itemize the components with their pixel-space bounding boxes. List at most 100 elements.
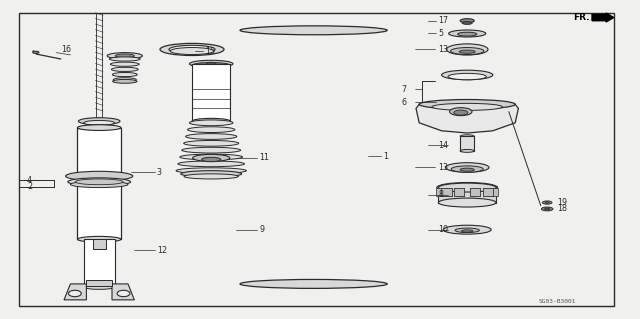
Ellipse shape <box>192 63 230 68</box>
Ellipse shape <box>545 208 550 210</box>
Polygon shape <box>64 284 86 300</box>
Ellipse shape <box>436 182 498 193</box>
Ellipse shape <box>109 57 140 61</box>
Ellipse shape <box>84 285 115 289</box>
Bar <box>454 188 465 196</box>
Ellipse shape <box>240 279 387 288</box>
Text: 16: 16 <box>61 45 71 54</box>
Text: 18: 18 <box>557 204 567 213</box>
Text: FR.: FR. <box>573 13 589 22</box>
Ellipse shape <box>113 79 137 83</box>
Ellipse shape <box>202 157 221 162</box>
Ellipse shape <box>176 168 246 174</box>
Ellipse shape <box>77 125 121 130</box>
Text: 1: 1 <box>383 152 388 161</box>
Bar <box>442 188 452 196</box>
Polygon shape <box>416 104 518 133</box>
Text: 6: 6 <box>401 98 406 107</box>
Text: SG03-B3001: SG03-B3001 <box>538 299 576 304</box>
Ellipse shape <box>189 120 233 126</box>
Ellipse shape <box>192 118 230 124</box>
Text: 10: 10 <box>438 225 449 234</box>
Ellipse shape <box>117 290 130 297</box>
Text: 13: 13 <box>438 45 449 54</box>
Bar <box>454 188 465 196</box>
Ellipse shape <box>113 78 136 82</box>
Ellipse shape <box>541 207 553 211</box>
Ellipse shape <box>193 154 230 161</box>
Ellipse shape <box>169 45 215 54</box>
Ellipse shape <box>438 183 496 192</box>
Text: 14: 14 <box>438 141 449 150</box>
Ellipse shape <box>460 149 474 152</box>
Ellipse shape <box>180 171 242 177</box>
Ellipse shape <box>545 202 550 204</box>
Ellipse shape <box>448 73 486 80</box>
Bar <box>483 188 493 196</box>
Bar <box>470 188 480 196</box>
Text: 8: 8 <box>438 190 444 199</box>
Ellipse shape <box>79 118 120 125</box>
Text: 9: 9 <box>259 225 264 234</box>
Bar <box>470 188 480 196</box>
FancyArrow shape <box>592 13 614 22</box>
Text: 13: 13 <box>438 163 449 172</box>
Ellipse shape <box>432 103 502 110</box>
Bar <box>488 188 498 196</box>
Ellipse shape <box>543 201 552 204</box>
Bar <box>192 64 230 121</box>
Text: 15: 15 <box>205 47 215 56</box>
Ellipse shape <box>70 181 128 188</box>
Ellipse shape <box>113 72 138 77</box>
Text: 17: 17 <box>438 16 449 25</box>
Bar <box>93 239 106 249</box>
Ellipse shape <box>111 67 138 71</box>
Text: 11: 11 <box>259 153 269 162</box>
Bar <box>77 128 121 239</box>
Text: 2: 2 <box>27 182 32 191</box>
Ellipse shape <box>115 54 134 58</box>
Bar <box>86 280 112 286</box>
Ellipse shape <box>189 60 233 67</box>
Ellipse shape <box>160 43 224 56</box>
Ellipse shape <box>442 70 493 80</box>
Ellipse shape <box>186 134 237 139</box>
Ellipse shape <box>178 161 244 167</box>
Ellipse shape <box>240 26 387 35</box>
Ellipse shape <box>83 125 116 130</box>
Text: 3: 3 <box>157 168 162 177</box>
Text: 7: 7 <box>401 85 406 94</box>
Ellipse shape <box>182 147 241 153</box>
Ellipse shape <box>460 168 474 171</box>
Bar <box>460 136 474 151</box>
Text: 12: 12 <box>157 246 167 255</box>
Ellipse shape <box>461 230 473 232</box>
Ellipse shape <box>170 48 214 55</box>
Ellipse shape <box>460 19 474 23</box>
Ellipse shape <box>460 50 476 53</box>
Ellipse shape <box>111 62 140 66</box>
Ellipse shape <box>449 108 472 116</box>
Ellipse shape <box>184 140 239 146</box>
Ellipse shape <box>108 53 143 59</box>
Bar <box>84 239 115 287</box>
Ellipse shape <box>449 30 486 37</box>
Ellipse shape <box>462 21 472 24</box>
Ellipse shape <box>188 127 235 132</box>
Ellipse shape <box>447 44 488 55</box>
Text: 4: 4 <box>27 176 32 185</box>
Ellipse shape <box>451 48 484 55</box>
Ellipse shape <box>184 174 239 179</box>
Bar <box>442 188 452 196</box>
Ellipse shape <box>455 228 479 233</box>
Ellipse shape <box>445 163 489 172</box>
Ellipse shape <box>438 198 496 207</box>
Ellipse shape <box>68 178 131 186</box>
Ellipse shape <box>443 225 492 234</box>
Text: 19: 19 <box>557 198 567 207</box>
Ellipse shape <box>454 110 468 115</box>
Text: 5: 5 <box>438 29 444 38</box>
Ellipse shape <box>65 171 133 181</box>
Ellipse shape <box>460 135 474 137</box>
Ellipse shape <box>77 236 121 242</box>
